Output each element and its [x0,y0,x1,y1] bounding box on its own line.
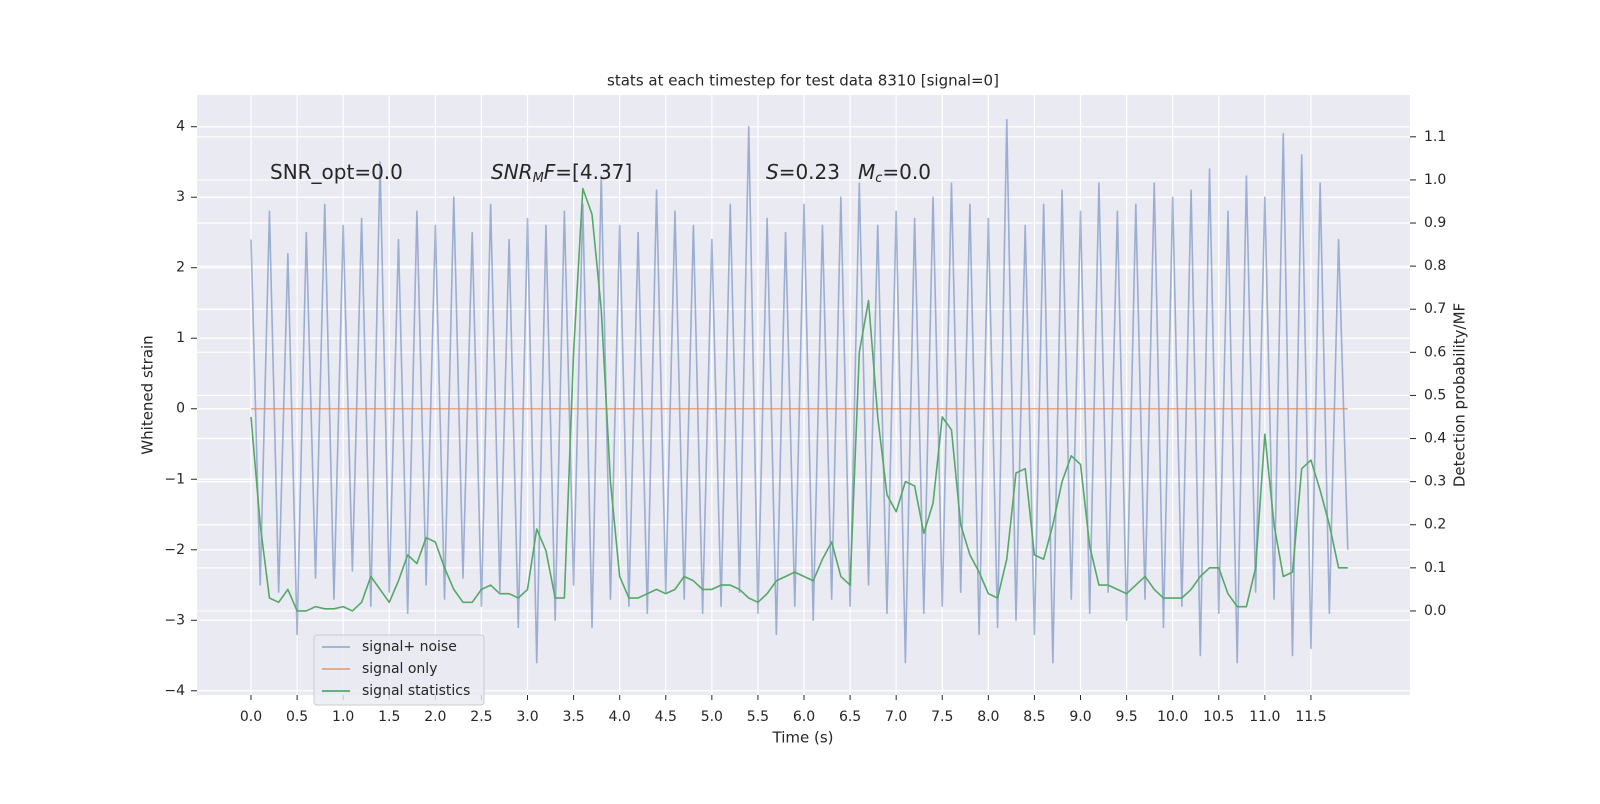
annotation: Mc=0.0 [858,160,931,186]
y2-tick-label: 1.1 [1424,129,1446,145]
y-tick-label: 4 [176,119,185,135]
x-tick-label: 9.5 [1115,709,1137,725]
series-line [250,118,1349,664]
y2-tick-label: 0.7 [1424,301,1446,317]
x-tick-label: 8.0 [977,709,999,725]
y-tick-label: −2 [164,542,185,558]
x-tick-label: 3.5 [562,709,584,725]
y2-tick-label: 0.1 [1424,560,1446,576]
y2-tick-label: 0.0 [1424,603,1446,619]
x-tick-label: 3.0 [516,709,538,725]
annotation-part: S [766,160,779,184]
annotation-part: M [533,171,544,186]
series-line [250,187,1348,612]
x-tick-label: 4.0 [609,709,631,725]
x-tick-label: 1.5 [378,709,400,725]
annotation-part: M [858,160,875,184]
y2-tick-label: 0.4 [1424,431,1446,447]
x-tick-label: 6.5 [839,709,861,725]
x-axis-label: Time (s) [772,729,834,747]
x-tick-label: 4.5 [655,709,677,725]
y-tick-label: −1 [164,471,185,487]
legend-label: signal only [362,661,437,677]
annotation-part: F [544,160,556,184]
x-tick-label: 11.5 [1295,709,1326,725]
y2-tick-label: 0.9 [1424,215,1446,231]
x-tick-label: 5.0 [701,709,723,725]
x-tick-label: 0.5 [286,709,308,725]
y2-tick-label: 0.6 [1424,344,1446,360]
y-tick-label: 0 [176,401,185,417]
legend-label: signal+ noise [362,639,457,655]
x-tick-label: 0.0 [240,709,262,725]
x-tick-label: 6.0 [793,709,815,725]
annotation-part: SNR [491,160,533,184]
y2-tick-label: 1.0 [1424,172,1446,188]
chart-title: stats at each timestep for test data 831… [607,72,999,90]
y2-tick-label: 0.2 [1424,517,1446,533]
annotation-part: =[4.37] [555,160,632,184]
legend-label: signal statistics [362,683,470,699]
y2-axis-label: Detection probability/MF [1451,303,1469,487]
y2-tick-label: 0.5 [1424,387,1446,403]
y-tick-label: 1 [176,330,185,346]
x-tick-label: 10.5 [1203,709,1234,725]
annotation: SNRMF=[4.37] [491,160,632,186]
y-tick-label: 2 [176,260,185,276]
x-tick-label: 11.0 [1249,709,1280,725]
x-tick-label: 1.0 [332,709,354,725]
annotation-part: =0.0 [882,160,931,184]
annotation-part: SNR_opt=0.0 [270,160,403,184]
x-tick-label: 7.0 [885,709,907,725]
y2-tick-label: 0.3 [1424,474,1446,490]
x-tick-label: 7.5 [931,709,953,725]
y-axis-label: Whitened strain [139,335,157,454]
y-tick-label: 3 [176,189,185,205]
x-tick-label: 9.0 [1069,709,1091,725]
legend-box [313,634,485,706]
annotation-part: c [875,171,882,186]
annotation: S=0.23 [766,160,840,184]
y-tick-label: −3 [164,612,185,628]
x-tick-label: 10.0 [1157,709,1188,725]
x-tick-label: 8.5 [1023,709,1045,725]
annotation-part: =0.23 [779,160,840,184]
x-tick-label: 5.5 [747,709,769,725]
annotation: SNR_opt=0.0 [270,160,403,184]
x-tick-label: 2.0 [424,709,446,725]
x-tick-label: 2.5 [470,709,492,725]
y2-tick-label: 0.8 [1424,258,1446,274]
y-tick-label: −4 [164,683,185,699]
